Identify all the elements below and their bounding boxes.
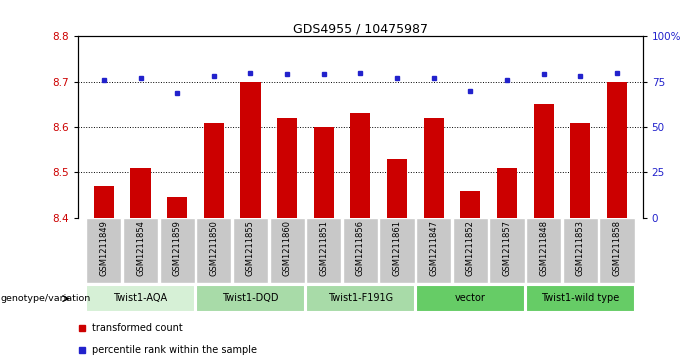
Bar [86, 218, 122, 283]
Text: GSM1211852: GSM1211852 [466, 220, 475, 276]
Bar [607, 82, 627, 218]
Text: vector: vector [455, 293, 486, 303]
Bar [277, 118, 297, 218]
Bar [306, 218, 341, 283]
Text: GSM1211861: GSM1211861 [392, 220, 402, 276]
Bar [269, 218, 305, 283]
Bar [460, 191, 481, 218]
Bar [534, 105, 554, 218]
Text: GSM1211849: GSM1211849 [99, 220, 108, 276]
Bar [197, 218, 231, 283]
Text: GSM1211848: GSM1211848 [539, 220, 548, 276]
Bar [490, 218, 524, 283]
Bar [571, 123, 590, 218]
Text: GSM1211850: GSM1211850 [209, 220, 218, 276]
Bar [240, 82, 260, 218]
Text: GSM1211851: GSM1211851 [319, 220, 328, 276]
Bar [233, 218, 268, 283]
Bar [497, 168, 517, 218]
Bar [123, 218, 158, 283]
Bar [197, 285, 305, 313]
Bar [94, 186, 114, 218]
Bar [86, 285, 194, 313]
Text: Twist1-AQA: Twist1-AQA [114, 293, 167, 303]
Text: GSM1211847: GSM1211847 [429, 220, 438, 276]
Text: transformed count: transformed count [92, 323, 182, 333]
Bar [416, 218, 452, 283]
Text: GSM1211853: GSM1211853 [576, 220, 585, 276]
Bar [526, 285, 634, 313]
Text: GSM1211860: GSM1211860 [283, 220, 292, 276]
Bar [424, 118, 444, 218]
Text: GSM1211859: GSM1211859 [173, 220, 182, 276]
Text: GSM1211858: GSM1211858 [613, 220, 622, 276]
Bar [167, 197, 187, 218]
Text: GSM1211856: GSM1211856 [356, 220, 365, 276]
Text: percentile rank within the sample: percentile rank within the sample [92, 345, 257, 355]
Text: Twist1-DQD: Twist1-DQD [222, 293, 279, 303]
Bar [379, 218, 415, 283]
Title: GDS4955 / 10475987: GDS4955 / 10475987 [293, 22, 428, 35]
Bar [313, 127, 334, 218]
Bar [204, 123, 224, 218]
Bar [453, 218, 488, 283]
Bar [350, 114, 371, 218]
Text: Twist1-F191G: Twist1-F191G [328, 293, 393, 303]
Bar [160, 218, 194, 283]
Text: GSM1211857: GSM1211857 [503, 220, 511, 276]
Text: GSM1211855: GSM1211855 [246, 220, 255, 276]
Text: genotype/variation: genotype/variation [1, 294, 91, 303]
Bar [416, 285, 524, 313]
Text: GSM1211854: GSM1211854 [136, 220, 145, 276]
Bar [343, 218, 378, 283]
Bar [563, 218, 598, 283]
Text: Twist1-wild type: Twist1-wild type [541, 293, 619, 303]
Bar [599, 218, 634, 283]
Bar [387, 159, 407, 218]
Bar [306, 285, 415, 313]
Bar [526, 218, 561, 283]
Bar [131, 168, 150, 218]
